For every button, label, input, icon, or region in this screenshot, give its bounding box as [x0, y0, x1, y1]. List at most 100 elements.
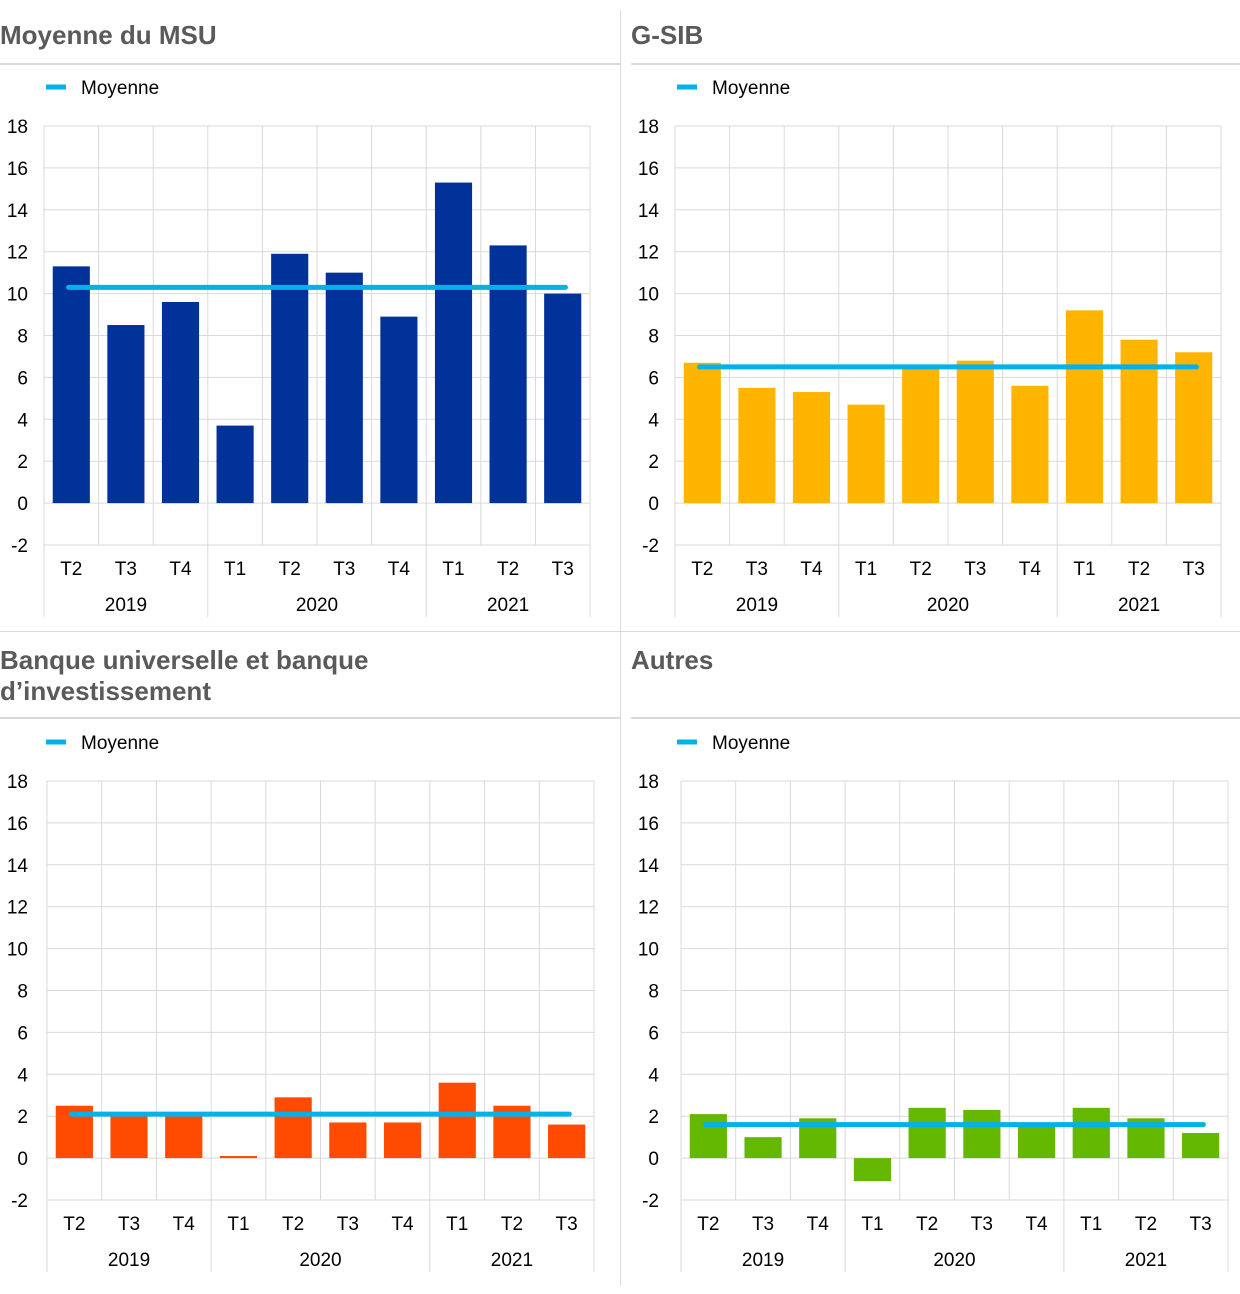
- x-tick-label: T4: [173, 1214, 196, 1235]
- bar: [1182, 1132, 1220, 1159]
- y-tick-label: 12: [7, 243, 28, 264]
- chart-title: Autres: [631, 645, 714, 675]
- y-tick-label: 0: [17, 1149, 28, 1170]
- x-tick-label: T2: [60, 559, 82, 580]
- x-tick-label: T2: [501, 1214, 523, 1235]
- legend-label: Moyenne: [712, 733, 790, 754]
- y-tick-label: 6: [17, 368, 28, 389]
- title-rule: [631, 63, 1240, 65]
- x-tick-label: T3: [971, 1214, 993, 1235]
- y-tick-label: 18: [638, 117, 659, 138]
- y-tick-label: 14: [7, 856, 29, 877]
- bar: [963, 1109, 1001, 1159]
- x-tick-label: T3: [115, 559, 137, 580]
- y-tick-label: -2: [11, 1191, 28, 1212]
- x-group-label: 2020: [296, 595, 338, 616]
- x-tick-label: T3: [1183, 559, 1205, 580]
- y-tick-label: 6: [648, 368, 659, 389]
- bar: [956, 360, 994, 504]
- y-tick-label: 14: [638, 856, 660, 877]
- y-tick-label: 10: [638, 940, 659, 961]
- y-tick-label: 8: [17, 327, 28, 348]
- x-tick-label: T1: [861, 1214, 883, 1235]
- x-tick-label: T1: [442, 559, 464, 580]
- y-tick-label: 16: [7, 814, 28, 835]
- y-tick-label: 4: [17, 1065, 28, 1086]
- x-tick-label: T2: [697, 1214, 719, 1235]
- y-tick-label: 2: [648, 1107, 659, 1128]
- bar: [219, 1156, 258, 1159]
- x-group-label: 2021: [1118, 595, 1160, 616]
- x-tick-label: T1: [1073, 559, 1095, 580]
- legend-label: Moyenne: [712, 78, 790, 99]
- y-tick-label: -2: [642, 1191, 659, 1212]
- y-tick-label: 2: [648, 452, 659, 473]
- y-tick-label: 6: [648, 1023, 659, 1044]
- y-tick-label: 18: [7, 117, 28, 138]
- x-tick-label: T4: [391, 1214, 414, 1235]
- y-tick-label: 18: [7, 772, 28, 793]
- y-tick-label: 16: [638, 814, 659, 835]
- y-tick-label: 4: [648, 410, 659, 431]
- x-group-label: 2019: [108, 1250, 150, 1271]
- chart-title: Banque universelle et banque d’investiss…: [0, 645, 369, 706]
- bar: [738, 387, 776, 504]
- bar: [274, 1097, 312, 1159]
- x-group-label: 2021: [491, 1250, 533, 1271]
- y-tick-label: 2: [17, 1107, 28, 1128]
- legend-label: Moyenne: [81, 78, 159, 99]
- bar: [902, 366, 940, 504]
- chart-panel-msu: Moyenne du MSU Moyenne -2 0 2 4 6 8 10 12 14 16 18 T…: [0, 20, 620, 630]
- x-tick-label: T4: [169, 559, 192, 580]
- x-tick-label: T4: [1019, 559, 1042, 580]
- title-rule: [0, 717, 620, 719]
- x-tick-label: T3: [552, 559, 574, 580]
- x-group-label: 2019: [105, 595, 147, 616]
- bar: [110, 1116, 148, 1159]
- x-tick-label: T2: [691, 559, 713, 580]
- y-tick-label: 8: [648, 327, 659, 348]
- chart-title: G-SIB: [631, 20, 704, 50]
- y-tick-label: 6: [17, 1023, 28, 1044]
- x-group-label: 2020: [299, 1250, 341, 1271]
- y-tick-label: 10: [7, 940, 28, 961]
- y-tick-label: 14: [638, 201, 660, 222]
- chart-gsib: Moyenne -2 0 2 4 6 8 10 12 14 16 18 T2 T3 T4 T1 T2 T3 T4 T1…: [638, 78, 1222, 617]
- x-tick-label: T2: [497, 559, 519, 580]
- chart-others: Moyenne -2 0 2 4 6 8 10 12 14 16 18 T2 T3 T4 T1 T2 T3 T4 T1…: [638, 733, 1229, 1272]
- bar: [1017, 1126, 1056, 1159]
- horizontal-divider: [0, 631, 1240, 632]
- x-tick-label: T3: [337, 1214, 359, 1235]
- bar: [325, 272, 363, 504]
- x-group-label: 2020: [933, 1250, 975, 1271]
- x-tick-label: T4: [807, 1214, 830, 1235]
- bar: [792, 392, 831, 504]
- y-tick-label: 12: [638, 898, 659, 919]
- x-tick-label: T4: [1025, 1214, 1048, 1235]
- x-tick-label: T1: [227, 1214, 249, 1235]
- bar: [434, 182, 473, 504]
- bar: [380, 316, 418, 504]
- y-tick-label: 0: [648, 494, 659, 515]
- x-tick-label: T4: [800, 559, 823, 580]
- x-tick-label: T1: [224, 559, 246, 580]
- bar: [271, 253, 309, 504]
- x-group-label: 2019: [742, 1250, 784, 1271]
- y-tick-label: 8: [648, 982, 659, 1003]
- x-tick-label: T3: [556, 1214, 578, 1235]
- bar: [847, 404, 885, 504]
- bar: [216, 425, 254, 504]
- legend-label: Moyenne: [81, 733, 159, 754]
- bar: [383, 1122, 422, 1159]
- y-tick-label: 0: [648, 1149, 659, 1170]
- x-tick-label: T3: [746, 559, 768, 580]
- bar: [1072, 1107, 1110, 1159]
- x-tick-label: T1: [1080, 1214, 1102, 1235]
- y-tick-label: 0: [17, 494, 28, 515]
- y-tick-label: 16: [638, 159, 659, 180]
- x-tick-label: T2: [1135, 1214, 1157, 1235]
- chart-panel-universal-banks: Banque universelle et banque d’investiss…: [0, 645, 620, 1285]
- bar: [1120, 339, 1158, 504]
- bar: [1175, 352, 1213, 504]
- bar: [329, 1122, 367, 1159]
